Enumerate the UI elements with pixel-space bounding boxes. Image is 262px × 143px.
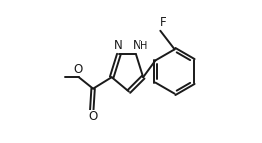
- Text: F: F: [160, 16, 166, 29]
- Text: N: N: [114, 39, 123, 51]
- Text: O: O: [73, 63, 83, 76]
- Text: O: O: [89, 110, 98, 123]
- Text: N: N: [133, 39, 142, 51]
- Text: H: H: [140, 41, 148, 51]
